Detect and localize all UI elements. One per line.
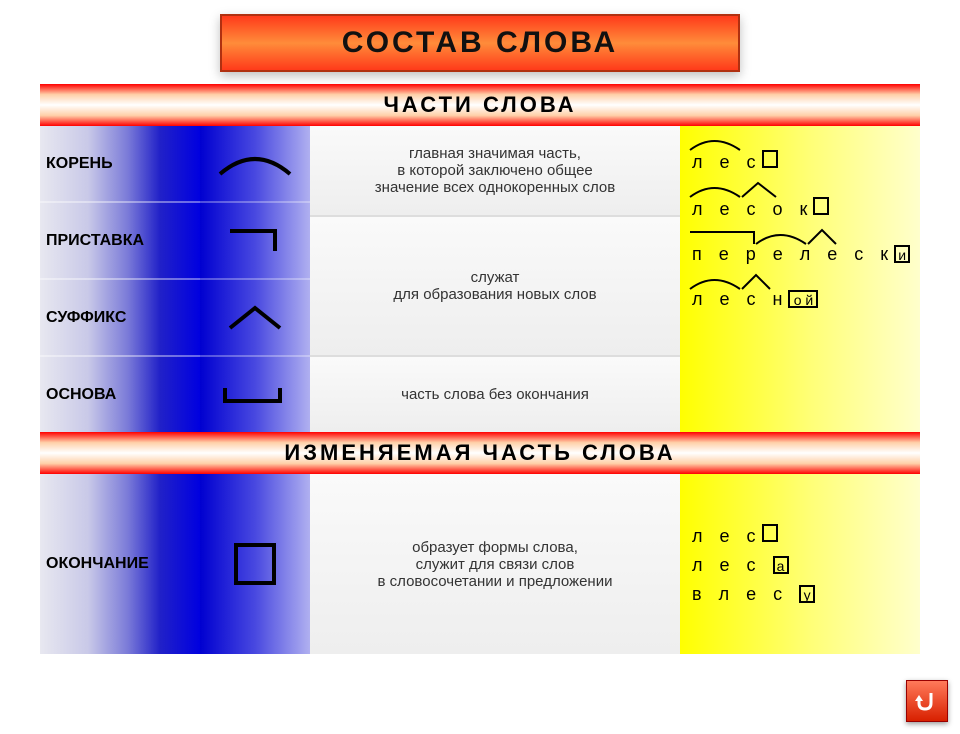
example-les: л е с	[686, 134, 914, 173]
desc-prefix-suffix: служат для образования новых слов	[310, 217, 680, 357]
descriptions-column: главная значимая часть, в которой заключ…	[310, 126, 680, 432]
label-prefix: ПРИСТАВКА	[40, 203, 200, 280]
example-lesok-text: л е с о к	[692, 199, 813, 219]
label-stem: ОСНОВА	[40, 357, 200, 432]
desc-serve-l2: для образования новых слов	[318, 286, 672, 303]
desc-serve-l1: служат	[318, 269, 672, 286]
back-button[interactable]	[906, 680, 948, 722]
desc-root: главная значимая часть, в которой заключ…	[310, 126, 680, 217]
u-turn-icon	[913, 687, 941, 715]
desc-ending-l3: в словосочетании и предложении	[318, 573, 672, 590]
example-pereleski-text: п е р е л е с к	[692, 244, 894, 264]
example-e2-text: л е с	[692, 555, 773, 575]
ending-oj: о й	[788, 290, 818, 308]
ending-section: ОКОНЧАНИЕ образует формы слова, служит д…	[40, 474, 920, 654]
ending-i: и	[894, 245, 910, 263]
desc-stem: часть слова без окончания	[310, 357, 680, 432]
example-lesnoj: л е с но й	[686, 273, 914, 310]
symbol-prefix-bracket	[200, 203, 310, 280]
symbol-ending-box	[200, 474, 310, 654]
example-e2: л е с а	[686, 555, 914, 576]
band-parts: ЧАСТИ СЛОВА	[40, 84, 920, 126]
examples-column-2: л е с л е с а в л е с у	[680, 474, 920, 654]
desc-root-l1: главная значимая часть,	[318, 145, 672, 162]
example-pereleski: п е р е л е с ки	[686, 228, 914, 265]
example-lesnoj-text: л е с н	[692, 289, 788, 309]
ending-a: а	[773, 556, 789, 574]
labels-column-2: ОКОНЧАНИЕ	[40, 474, 200, 654]
parts-section: КОРЕНЬ ПРИСТАВКА СУФФИКС ОСНОВА главная …	[40, 126, 920, 432]
symbol-suffix-caret	[200, 280, 310, 357]
examples-column-1: л е с л е с о к п е р е л е с ки л е с н…	[680, 126, 920, 432]
label-suffix: СУФФИКС	[40, 280, 200, 357]
example-lesok: л е с о к	[686, 181, 914, 220]
descriptions-column-2: образует формы слова, служит для связи с…	[310, 474, 680, 654]
symbols-column-2	[200, 474, 310, 654]
desc-ending-l1: образует формы слова,	[318, 539, 672, 556]
example-e1-text: л е с	[692, 526, 762, 546]
ending-empty-2	[813, 197, 829, 215]
label-ending: ОКОНЧАНИЕ	[40, 474, 200, 654]
ending-empty-1	[762, 150, 778, 168]
symbols-column	[200, 126, 310, 432]
example-e1: л е с	[686, 524, 914, 547]
symbol-stem-underline	[200, 357, 310, 432]
labels-column: КОРЕНЬ ПРИСТАВКА СУФФИКС ОСНОВА	[40, 126, 200, 432]
ending-empty-3	[762, 524, 778, 542]
label-root: КОРЕНЬ	[40, 126, 200, 203]
example-les-text: л е с	[692, 152, 762, 172]
desc-root-l2: в которой заключено общее	[318, 162, 672, 179]
symbol-root-arc	[200, 126, 310, 203]
ending-u: у	[799, 585, 815, 603]
main-title: СОСТАВ СЛОВА	[220, 14, 740, 72]
band-changeable: ИЗМЕНЯЕМАЯ ЧАСТЬ СЛОВА	[40, 432, 920, 474]
desc-ending-l2: служит для связи слов	[318, 556, 672, 573]
desc-ending: образует формы слова, служит для связи с…	[310, 474, 680, 654]
desc-root-l3: значение всех однокоренных слов	[318, 179, 672, 196]
example-e3-text: в л е с	[692, 584, 799, 604]
example-e3: в л е с у	[686, 584, 914, 605]
